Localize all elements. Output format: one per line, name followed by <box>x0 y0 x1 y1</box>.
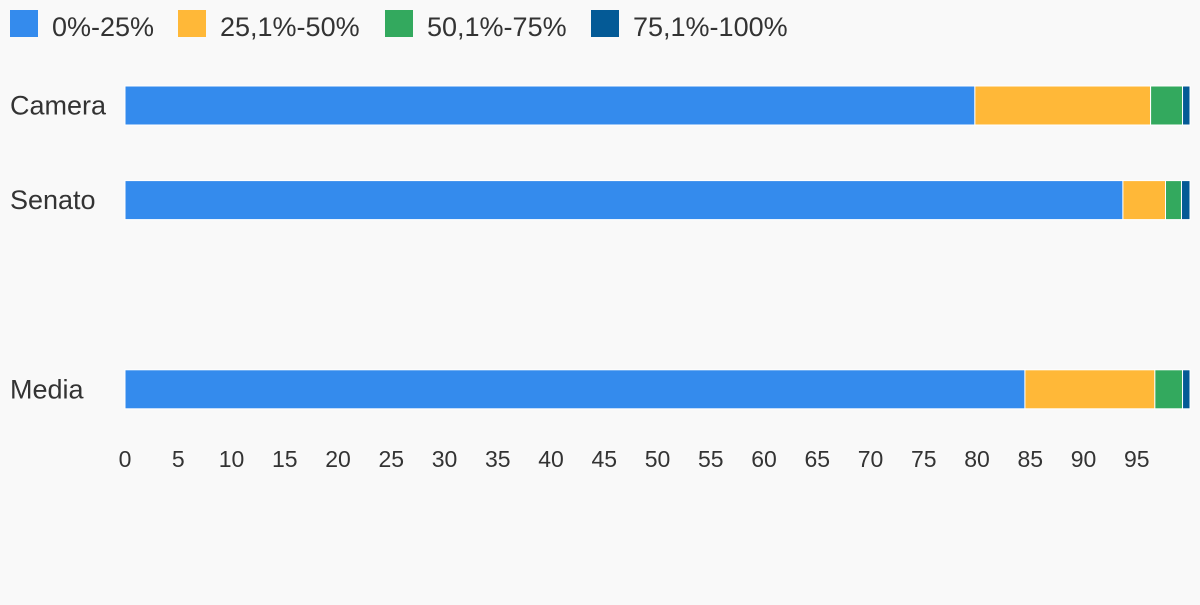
x-tick-label: 70 <box>858 446 884 472</box>
x-tick-label: 85 <box>1017 446 1043 472</box>
x-tick-label: 5 <box>172 446 185 472</box>
legend-swatch-4[interactable] <box>591 10 619 37</box>
x-tick-label: 40 <box>538 446 564 472</box>
bars <box>124 85 1191 410</box>
bar-camera-series-2[interactable] <box>974 85 1152 126</box>
x-tick-label: 50 <box>645 446 671 472</box>
x-tick-label: 60 <box>751 446 777 472</box>
bar-media-series-4[interactable] <box>1182 369 1191 410</box>
x-tick-label: 75 <box>911 446 937 472</box>
category-label-camera: Camera <box>10 91 107 121</box>
legend-label-1[interactable]: 0%-25% <box>52 12 154 42</box>
x-tick-label: 30 <box>432 446 458 472</box>
x-tick-label: 45 <box>591 446 617 472</box>
bar-senato-series-2[interactable] <box>1122 180 1167 221</box>
x-tick-label: 65 <box>804 446 830 472</box>
x-tick-label: 20 <box>325 446 351 472</box>
bar-camera-series-3[interactable] <box>1150 85 1184 126</box>
legend-label-2[interactable]: 25,1%-50% <box>220 12 360 42</box>
legend-swatch-1[interactable] <box>10 10 38 37</box>
x-tick-label: 35 <box>485 446 511 472</box>
category-label-media: Media <box>10 374 85 404</box>
chart-legend: 0%-25% 25,1%-50% 50,1%-75% 75,1%-100% <box>10 10 788 42</box>
bar-camera-series-4[interactable] <box>1182 85 1191 126</box>
x-tick-label: 0 <box>119 446 132 472</box>
bar-media-series-2[interactable] <box>1024 369 1156 410</box>
legend-swatch-3[interactable] <box>385 10 413 37</box>
bar-senato-series-4[interactable] <box>1180 180 1191 221</box>
bar-media-series-3[interactable] <box>1154 369 1184 410</box>
legend-label-4[interactable]: 75,1%-100% <box>633 12 788 42</box>
legend-label-3[interactable]: 50,1%-75% <box>427 12 567 42</box>
bar-senato-series-1[interactable] <box>124 180 1124 221</box>
x-tick-label: 25 <box>378 446 404 472</box>
x-tick-label: 55 <box>698 446 724 472</box>
x-tick-label: 15 <box>272 446 298 472</box>
x-tick-label: 80 <box>964 446 990 472</box>
x-tick-label: 10 <box>219 446 245 472</box>
bar-media-series-1[interactable] <box>124 369 1026 410</box>
bar-camera-series-1[interactable] <box>124 85 976 126</box>
x-tick-label: 90 <box>1071 446 1097 472</box>
category-axis-labels: Camera Senato Media <box>10 91 107 405</box>
bar-senato-series-3[interactable] <box>1165 180 1182 221</box>
value-axis-ticks: 0 5 10 15 20 25 30 35 40 45 50 55 60 65 70 75 80 85 90 95 <box>119 446 1150 472</box>
category-label-senato: Senato <box>10 185 96 215</box>
legend-swatch-2[interactable] <box>178 10 206 37</box>
x-tick-label: 95 <box>1124 446 1150 472</box>
